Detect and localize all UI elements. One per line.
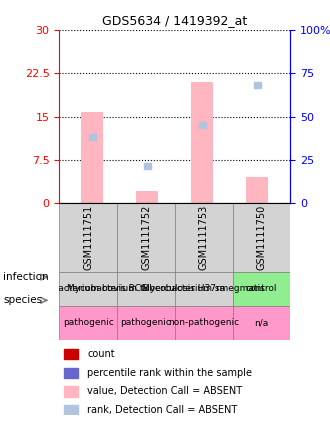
Bar — [191, 82, 214, 203]
Bar — [254, 82, 261, 88]
Bar — [247, 177, 268, 203]
Text: n/a: n/a — [254, 319, 269, 327]
Text: count: count — [87, 349, 115, 359]
Bar — [144, 163, 151, 169]
Text: infection: infection — [3, 272, 49, 282]
FancyBboxPatch shape — [233, 203, 290, 272]
FancyBboxPatch shape — [117, 203, 175, 272]
Text: GSM1111753: GSM1111753 — [199, 205, 209, 270]
Bar — [82, 112, 103, 203]
Bar — [89, 134, 96, 140]
Bar — [136, 191, 158, 203]
Text: pathogenic: pathogenic — [63, 319, 114, 327]
Text: non-pathogenic: non-pathogenic — [168, 319, 239, 327]
FancyBboxPatch shape — [59, 272, 117, 306]
Text: rank, Detection Call = ABSENT: rank, Detection Call = ABSENT — [87, 405, 237, 415]
Text: GSM1111750: GSM1111750 — [256, 205, 267, 270]
FancyBboxPatch shape — [233, 306, 290, 340]
FancyBboxPatch shape — [233, 272, 290, 306]
Bar — [64, 349, 78, 360]
FancyBboxPatch shape — [175, 203, 233, 272]
Text: pathogenic: pathogenic — [120, 319, 172, 327]
FancyBboxPatch shape — [59, 306, 117, 340]
Text: Mycobacterium tuberculosis H37ra: Mycobacterium tuberculosis H37ra — [67, 284, 225, 293]
Text: Mycobacterium smegmatis: Mycobacterium smegmatis — [143, 284, 265, 293]
FancyBboxPatch shape — [175, 306, 233, 340]
Text: percentile rank within the sample: percentile rank within the sample — [87, 368, 252, 378]
FancyBboxPatch shape — [117, 272, 175, 306]
Text: species: species — [3, 295, 43, 305]
FancyBboxPatch shape — [175, 272, 233, 306]
Bar — [64, 368, 78, 378]
Text: control: control — [246, 284, 277, 293]
FancyBboxPatch shape — [59, 203, 117, 272]
Text: Mycobacterium bovis BCG: Mycobacterium bovis BCG — [29, 284, 148, 293]
Text: value, Detection Call = ABSENT: value, Detection Call = ABSENT — [87, 387, 242, 396]
Bar — [64, 405, 78, 415]
Bar — [64, 386, 78, 397]
Bar — [199, 122, 206, 128]
Text: GSM1111751: GSM1111751 — [83, 205, 93, 270]
Text: GSM1111752: GSM1111752 — [141, 205, 151, 270]
FancyBboxPatch shape — [117, 306, 175, 340]
Title: GDS5634 / 1419392_at: GDS5634 / 1419392_at — [102, 14, 248, 27]
